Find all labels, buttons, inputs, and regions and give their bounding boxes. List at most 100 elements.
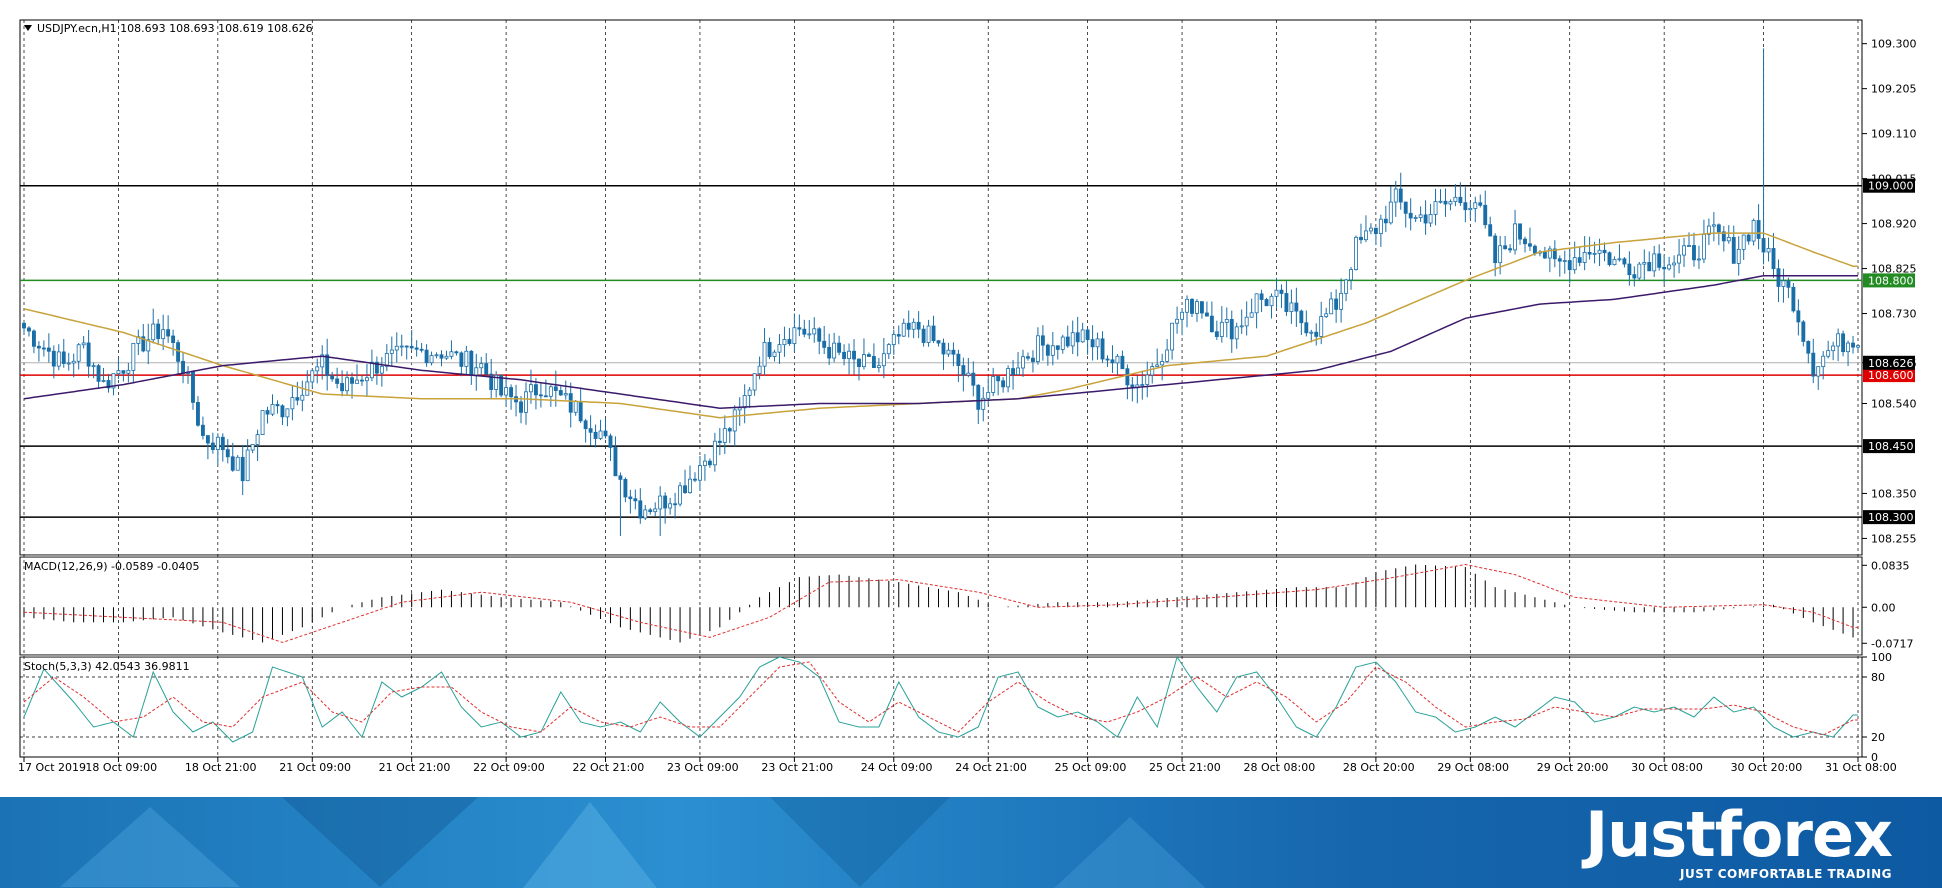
candle-body xyxy=(355,379,359,384)
candle-body xyxy=(494,374,499,390)
candle-body xyxy=(1294,302,1299,312)
candle-body xyxy=(91,365,96,368)
stoch-main-line xyxy=(23,655,1858,743)
candle-body xyxy=(86,342,91,367)
candle-body xyxy=(1488,224,1493,237)
candle-body xyxy=(1249,312,1254,318)
candle-body xyxy=(996,376,1001,382)
candle-body xyxy=(1697,258,1701,261)
candle-body xyxy=(1493,235,1498,264)
candle-body xyxy=(1811,352,1816,377)
candle-body xyxy=(852,350,856,360)
candle-body xyxy=(360,379,364,382)
candle-body xyxy=(663,495,668,509)
candle-body xyxy=(961,365,966,376)
candle-body xyxy=(66,362,71,365)
candle-body xyxy=(1806,341,1811,354)
brand-banner: Justforex JUST COMFORTABLE TRADING xyxy=(0,797,1942,888)
candle-body xyxy=(1359,236,1363,241)
candle-body xyxy=(1617,258,1622,261)
candle-body xyxy=(404,345,409,348)
candle-body xyxy=(757,365,762,375)
candle-body xyxy=(210,442,215,450)
stoch-tick-label: 0 xyxy=(1871,751,1878,764)
candle-body xyxy=(1741,234,1746,250)
candle-body xyxy=(822,340,827,348)
candle-body xyxy=(1751,220,1756,242)
candle-body xyxy=(41,347,46,350)
candle-body xyxy=(1682,245,1686,256)
decor-shape xyxy=(760,797,960,887)
candle-body xyxy=(22,322,26,329)
candle-body xyxy=(857,358,861,368)
candle-body xyxy=(1726,237,1731,242)
time-label: 29 Oct 20:00 xyxy=(1537,761,1609,774)
candle-body xyxy=(1841,333,1846,353)
candle-body xyxy=(702,460,707,466)
candle-body xyxy=(1234,326,1239,340)
level-tag-label: 108.450 xyxy=(1868,440,1914,453)
candle-body xyxy=(1080,329,1085,343)
candle-body xyxy=(300,394,305,401)
candle-body xyxy=(1035,335,1040,362)
candle-body xyxy=(837,342,842,353)
price-label: 108.730 xyxy=(1871,308,1917,321)
decor-shape xyxy=(520,802,660,888)
candle-body xyxy=(469,350,474,376)
candle-body xyxy=(409,346,414,349)
candle-body xyxy=(429,355,434,364)
candle-body xyxy=(1185,298,1189,313)
candle-body xyxy=(1597,249,1602,254)
candle-body xyxy=(1433,201,1438,215)
candle-body xyxy=(1438,200,1443,203)
candle-body xyxy=(966,372,971,376)
candle-body xyxy=(81,342,86,346)
candle-body xyxy=(260,410,265,436)
candle-body xyxy=(896,334,901,337)
symbol-info: USDJPY.ecn,H1 108.693 108.693 108.619 10… xyxy=(37,22,313,35)
candle-body xyxy=(1403,201,1408,214)
price-chart xyxy=(20,48,1862,537)
brand-logo[interactable]: Justforex xyxy=(1585,798,1893,871)
candle-body xyxy=(31,330,36,347)
candle-body xyxy=(389,349,394,354)
candle-body xyxy=(787,339,792,345)
candle-body xyxy=(727,428,732,432)
candle-body xyxy=(474,367,479,376)
candle-body xyxy=(1706,225,1711,235)
candle-body xyxy=(1314,331,1319,337)
candle-body xyxy=(1498,245,1503,264)
candle-body xyxy=(936,340,941,344)
candle-body xyxy=(1458,196,1463,204)
candle-body xyxy=(866,354,871,357)
candle-body xyxy=(1423,214,1428,224)
macd-label: MACD(12,26,9) -0.0589 -0.0405 xyxy=(24,560,199,573)
candle-body xyxy=(603,430,608,437)
candle-body xyxy=(1254,293,1259,314)
time-label: 28 Oct 20:00 xyxy=(1343,761,1415,774)
candle-body xyxy=(200,424,205,436)
candle-body xyxy=(56,351,61,367)
candle-body xyxy=(141,336,146,352)
candle-body xyxy=(1388,201,1393,224)
candle-body xyxy=(419,348,424,351)
candle-body xyxy=(1687,245,1691,247)
candle-body xyxy=(384,352,389,367)
collapse-arrow-icon[interactable] xyxy=(24,25,32,31)
candle-body xyxy=(558,390,563,396)
candle-body xyxy=(1349,269,1353,281)
candle-body xyxy=(1279,289,1284,294)
candle-body xyxy=(648,509,653,513)
candle-body xyxy=(1299,310,1304,324)
candle-body xyxy=(106,380,111,389)
macd-tick-label: 0.00 xyxy=(1871,601,1896,614)
stoch-signal-line xyxy=(23,661,1858,736)
stoch-tick-label: 100 xyxy=(1871,651,1892,664)
candle-body xyxy=(683,485,687,493)
candle-body xyxy=(1577,257,1582,263)
candle-body xyxy=(871,356,876,369)
candle-body xyxy=(886,344,891,355)
candle-body xyxy=(1542,251,1547,259)
candle-body xyxy=(1309,331,1314,334)
candle-body xyxy=(27,327,31,332)
